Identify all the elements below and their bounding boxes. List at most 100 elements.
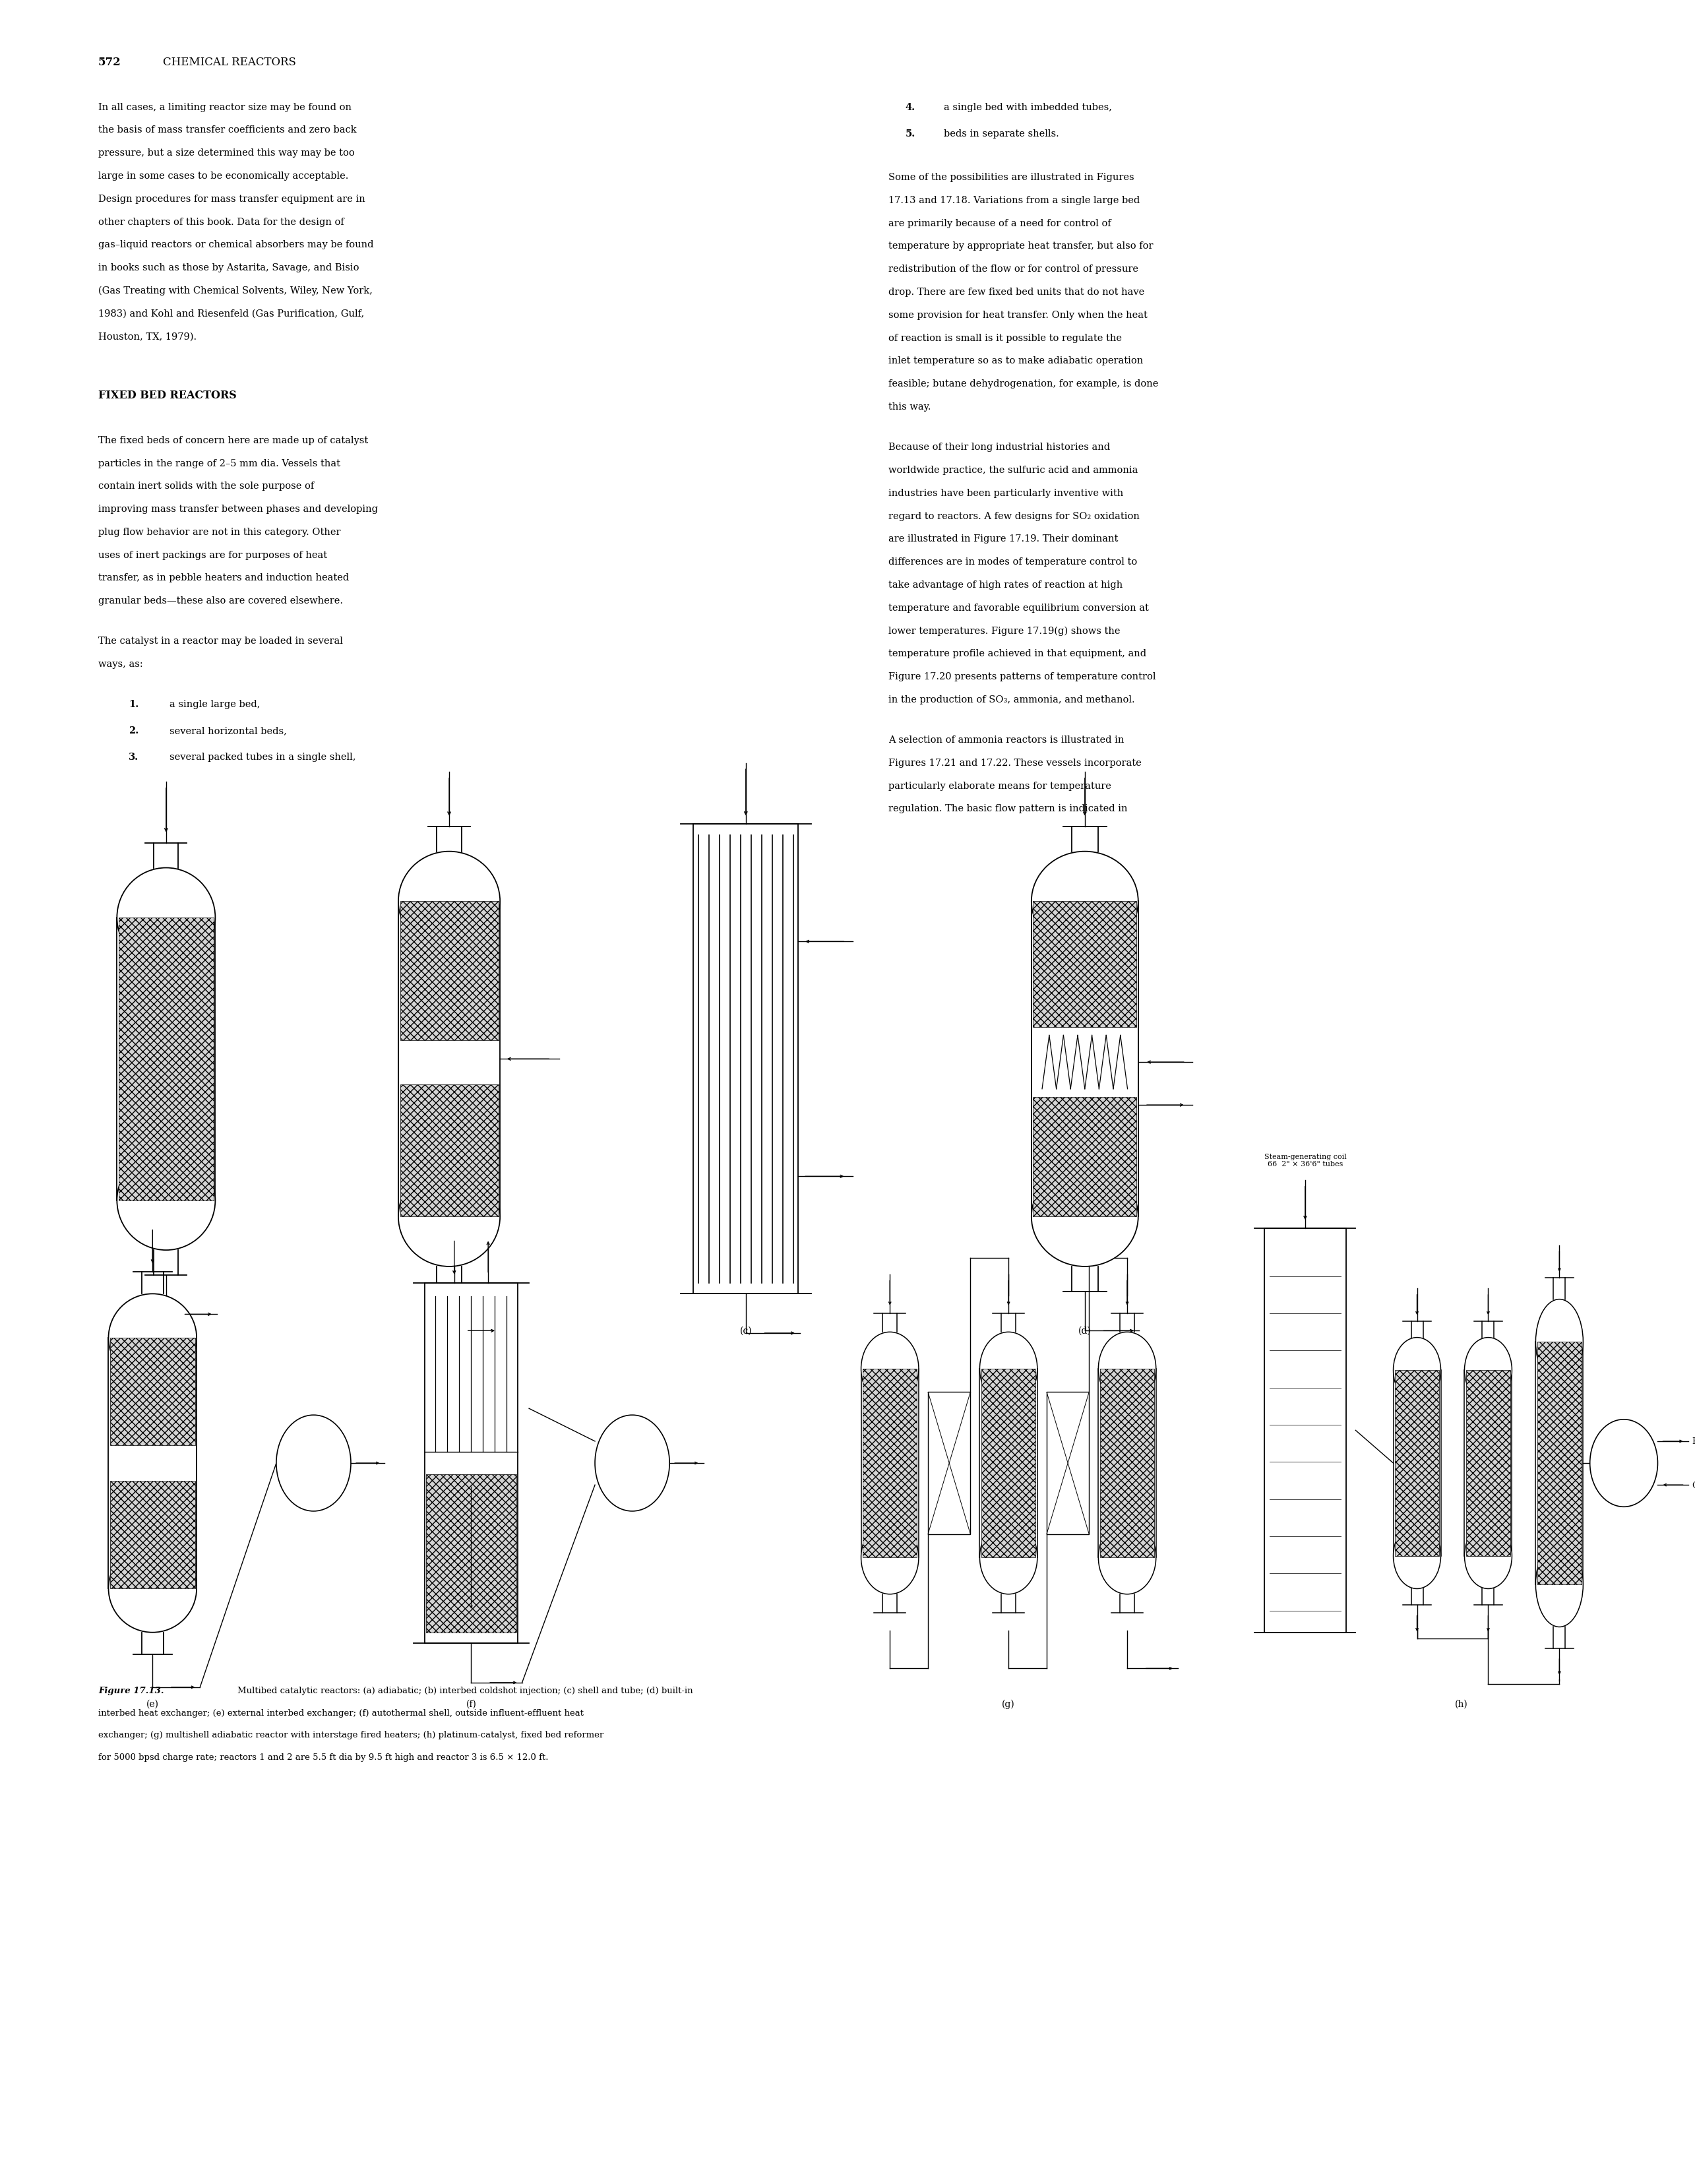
Bar [980,1369,1037,1557]
Text: several packed tubes in a single shell,: several packed tubes in a single shell, [170,753,356,762]
Ellipse shape [1098,1520,1156,1594]
Text: Multibed catalytic reactors: (a) adiabatic; (b) interbed coldshot injection; (c): Multibed catalytic reactors: (a) adiabat… [237,1686,693,1695]
Ellipse shape [861,1520,919,1594]
Text: of reaction is small is it possible to regulate the: of reaction is small is it possible to r… [888,334,1122,343]
Text: temperature profile achieved in that equipment, and: temperature profile achieved in that equ… [888,649,1146,657]
Ellipse shape [1464,1524,1512,1590]
Text: (c): (c) [739,1326,753,1334]
Bar [1034,902,1137,1029]
Ellipse shape [1536,1542,1583,1627]
Text: drop. There are few fixed bed units that do not have: drop. There are few fixed bed units that… [888,288,1144,297]
Text: 17.13 and 17.18. Variations from a single large bed: 17.13 and 17.18. Variations from a singl… [888,197,1139,205]
Bar [1098,1369,1156,1557]
Bar [929,1393,971,1533]
Text: 1983) and Kohl and Riesenfeld (Gas Purification, Gulf,: 1983) and Kohl and Riesenfeld (Gas Purif… [98,308,364,319]
Bar [398,902,500,1216]
Text: (f): (f) [466,1699,476,1708]
Text: Some of the possibilities are illustrated in Figures: Some of the possibilities are illustrate… [888,173,1134,181]
Text: a single large bed,: a single large bed, [170,699,261,710]
Bar [861,1369,919,1557]
Bar [110,1481,195,1588]
Bar [1537,1341,1581,1586]
Text: (Gas Treating with Chemical Solvents, Wiley, New York,: (Gas Treating with Chemical Solvents, Wi… [98,286,373,295]
Bar [119,917,214,1201]
Text: beds in separate shells.: beds in separate shells. [944,129,1059,138]
Text: in books such as those by Astarita, Savage, and Bisio: in books such as those by Astarita, Sava… [98,262,359,273]
Text: Charge: Charge [1692,1481,1695,1489]
Text: improving mass transfer between phases and developing: improving mass transfer between phases a… [98,505,378,513]
Ellipse shape [1464,1337,1512,1402]
Text: other chapters of this book. Data for the design of: other chapters of this book. Data for th… [98,216,344,227]
Text: Figure 17.13.: Figure 17.13. [98,1686,164,1695]
Circle shape [595,1415,670,1511]
Text: The catalyst in a reactor may be loaded in several: The catalyst in a reactor may be loaded … [98,636,342,646]
Text: in the production of SO₃, ammonia, and methanol.: in the production of SO₃, ammonia, and m… [888,695,1134,703]
Bar [1466,1369,1510,1557]
Text: (h): (h) [1454,1699,1468,1708]
Bar [400,1085,498,1216]
Text: for 5000 bpsd charge rate; reactors 1 and 2 are 5.5 ft dia by 9.5 ft high and re: for 5000 bpsd charge rate; reactors 1 an… [98,1754,549,1760]
Text: are primarily because of a need for control of: are primarily because of a need for cont… [888,218,1110,227]
Text: CHEMICAL REACTORS: CHEMICAL REACTORS [163,57,297,68]
Text: lower temperatures. Figure 17.19(g) shows the: lower temperatures. Figure 17.19(g) show… [888,627,1120,636]
Text: 1.: 1. [129,699,139,710]
Text: 4.: 4. [905,103,915,111]
Ellipse shape [1031,1166,1139,1267]
Text: are illustrated in Figure 17.19. Their dominant: are illustrated in Figure 17.19. Their d… [888,535,1119,544]
Text: transfer, as in pebble heaters and induction heated: transfer, as in pebble heaters and induc… [98,572,349,583]
Text: Houston, TX, 1979).: Houston, TX, 1979). [98,332,197,341]
Text: (d): (d) [1078,1326,1092,1334]
Ellipse shape [980,1332,1037,1406]
Bar [110,1339,195,1446]
Text: take advantage of high rates of reaction at high: take advantage of high rates of reaction… [888,581,1122,590]
Text: temperature by appropriate heat transfer, but also for: temperature by appropriate heat transfer… [888,242,1153,251]
Text: granular beds—these also are covered elsewhere.: granular beds—these also are covered els… [98,596,342,605]
Text: (a): (a) [159,1326,173,1334]
Ellipse shape [861,1332,919,1406]
Text: In all cases, a limiting reactor size may be found on: In all cases, a limiting reactor size ma… [98,103,351,111]
Text: worldwide practice, the sulfuric acid and ammonia: worldwide practice, the sulfuric acid an… [888,465,1137,474]
Text: 5.: 5. [905,129,915,138]
Text: industries have been particularly inventive with: industries have been particularly invent… [888,489,1124,498]
Text: temperature and favorable equilibrium conversion at: temperature and favorable equilibrium co… [888,603,1149,612]
Text: Figures 17.21 and 17.22. These vessels incorporate: Figures 17.21 and 17.22. These vessels i… [888,758,1141,767]
Text: Figure 17.20 presents patterns of temperature control: Figure 17.20 presents patterns of temper… [888,673,1156,681]
Bar [117,917,215,1201]
Text: A selection of ammonia reactors is illustrated in: A selection of ammonia reactors is illus… [888,736,1124,745]
Bar [1048,1393,1090,1533]
Ellipse shape [1031,852,1139,952]
Text: 2.: 2. [129,727,139,736]
Text: this way.: this way. [888,402,931,411]
Bar [108,1339,197,1588]
Text: 3.: 3. [129,753,139,762]
Bar [693,823,798,1293]
Ellipse shape [108,1544,197,1634]
Bar [427,1474,517,1634]
Bar [1464,1369,1512,1557]
Text: Design procedures for mass transfer equipment are in: Design procedures for mass transfer equi… [98,194,364,203]
Text: The fixed beds of concern here are made up of catalyst: The fixed beds of concern here are made … [98,435,368,446]
Text: (b): (b) [442,1326,456,1334]
Ellipse shape [1098,1332,1156,1406]
Bar [1034,1096,1137,1216]
Text: Because of their long industrial histories and: Because of their long industrial histori… [888,443,1110,452]
Text: (g): (g) [1002,1699,1015,1708]
Ellipse shape [1536,1299,1583,1385]
Bar [424,1284,519,1642]
Text: ways, as:: ways, as: [98,660,142,668]
Bar [1536,1341,1583,1586]
Text: redistribution of the flow or for control of pressure: redistribution of the flow or for contro… [888,264,1137,273]
Bar [400,902,498,1040]
Text: feasible; butane dehydrogenation, for example, is done: feasible; butane dehydrogenation, for ex… [888,380,1158,389]
Text: particularly elaborate means for temperature: particularly elaborate means for tempera… [888,782,1110,791]
Bar [981,1369,1036,1557]
Text: plug flow behavior are not in this category. Other: plug flow behavior are not in this categ… [98,526,341,537]
Text: uses of inert packings are for purposes of heat: uses of inert packings are for purposes … [98,550,327,559]
Text: Product: Product [1692,1437,1695,1446]
Circle shape [276,1415,351,1511]
Ellipse shape [1393,1337,1441,1402]
Text: the basis of mass transfer coefficients and zero back: the basis of mass transfer coefficients … [98,124,356,135]
Text: regard to reactors. A few designs for SO₂ oxidation: regard to reactors. A few designs for SO… [888,511,1139,520]
Text: interbed heat exchanger; (e) external interbed exchanger; (f) autothermal shell,: interbed heat exchanger; (e) external in… [98,1708,583,1717]
Ellipse shape [117,869,215,968]
